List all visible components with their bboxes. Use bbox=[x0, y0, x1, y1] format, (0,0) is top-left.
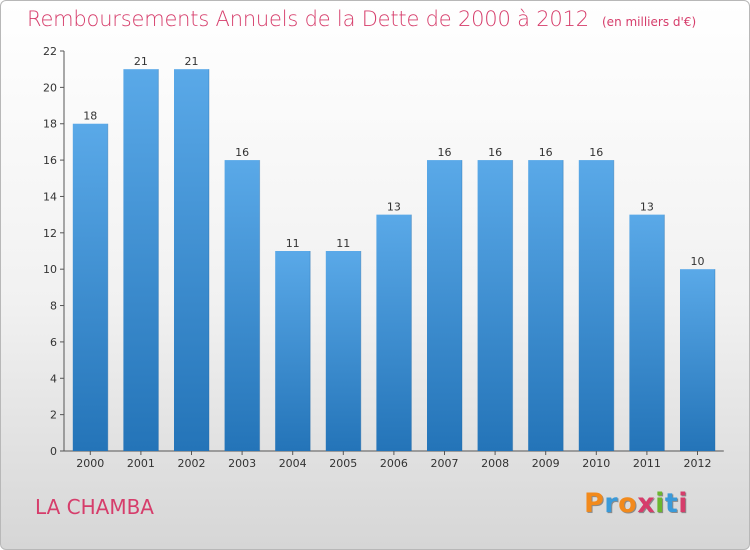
y-tick-label: 0 bbox=[50, 445, 57, 458]
y-tick-label: 8 bbox=[50, 300, 57, 313]
brand-logo: Proxiti bbox=[584, 488, 688, 519]
x-tick-label: 2002 bbox=[178, 457, 206, 470]
bar bbox=[72, 123, 108, 452]
title-block: Remboursements Annuels de la Dette de 20… bbox=[27, 7, 696, 31]
brand-letter: t bbox=[664, 488, 679, 519]
y-tick-label: 10 bbox=[43, 263, 57, 276]
y-tick-label: 4 bbox=[50, 372, 57, 385]
x-tick-label: 2010 bbox=[582, 457, 610, 470]
bar bbox=[224, 160, 260, 451]
y-tick-label: 20 bbox=[43, 81, 57, 94]
bar bbox=[528, 160, 564, 451]
brand-letter: o bbox=[618, 488, 638, 519]
bar-value-label: 11 bbox=[336, 237, 350, 250]
chart-title: Remboursements Annuels de la Dette de 20… bbox=[27, 7, 589, 31]
x-tick-label: 2003 bbox=[228, 457, 256, 470]
bar-value-label: 16 bbox=[589, 146, 603, 159]
x-tick-label: 2004 bbox=[279, 457, 307, 470]
brand-letter: i bbox=[655, 488, 665, 519]
y-tick-label: 14 bbox=[43, 190, 57, 203]
x-tick-label: 2001 bbox=[127, 457, 155, 470]
bar bbox=[275, 251, 311, 451]
bar bbox=[578, 160, 614, 451]
x-tick-label: 2012 bbox=[684, 457, 712, 470]
bar bbox=[680, 269, 715, 451]
x-tick-label: 2005 bbox=[329, 457, 357, 470]
bar-value-label: 16 bbox=[539, 146, 553, 159]
x-tick-label: 2007 bbox=[431, 457, 459, 470]
y-tick-label: 22 bbox=[43, 45, 57, 58]
bar-value-label: 11 bbox=[286, 237, 300, 250]
y-tick-label: 18 bbox=[43, 118, 57, 131]
bar-value-label: 18 bbox=[83, 110, 97, 123]
brand-letter: x bbox=[637, 488, 656, 519]
brand-letter: P bbox=[584, 488, 605, 519]
bar bbox=[629, 214, 665, 451]
bar-value-label: 16 bbox=[235, 146, 249, 159]
bar-value-label: 13 bbox=[640, 201, 654, 214]
bar bbox=[174, 69, 209, 451]
bar-value-label: 10 bbox=[691, 255, 705, 268]
y-tick-label: 16 bbox=[43, 154, 57, 167]
bar-value-label: 16 bbox=[438, 146, 452, 159]
brand-letter: i bbox=[678, 488, 689, 519]
x-tick-label: 2000 bbox=[76, 457, 104, 470]
bar bbox=[427, 160, 462, 451]
bar bbox=[325, 251, 361, 451]
y-tick-label: 6 bbox=[50, 336, 57, 349]
bar bbox=[123, 69, 159, 451]
bar-value-label: 21 bbox=[185, 55, 199, 68]
x-tick-label: 2009 bbox=[532, 457, 560, 470]
bar bbox=[477, 160, 513, 451]
x-tick-label: 2008 bbox=[481, 457, 509, 470]
y-tick-label: 12 bbox=[43, 227, 57, 240]
commune-name: LA CHAMBA bbox=[35, 495, 154, 519]
chart-subtitle: (en milliers d'€) bbox=[602, 15, 697, 29]
x-tick-label: 2011 bbox=[633, 457, 661, 470]
bar-value-label: 16 bbox=[488, 146, 502, 159]
bar-value-label: 13 bbox=[387, 201, 401, 214]
bar-value-label: 21 bbox=[134, 55, 148, 68]
x-tick-label: 2006 bbox=[380, 457, 408, 470]
brand-letter: r bbox=[604, 488, 619, 519]
y-tick-label: 2 bbox=[50, 409, 57, 422]
bar bbox=[376, 214, 412, 451]
